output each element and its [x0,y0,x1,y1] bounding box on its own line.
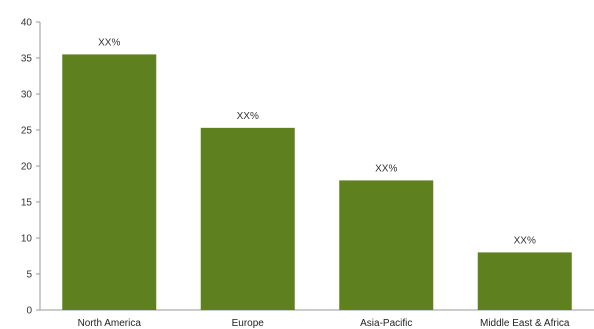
bars [62,54,572,311]
y-tick-label: 40 [21,18,33,29]
bar [200,127,295,310]
data-label: XX% [375,163,397,174]
bar [339,180,434,310]
y-tick-label: 15 [21,198,33,209]
bar [62,54,157,311]
category-labels: North America Europe Asia-Pacific Middle Ea… [78,318,570,329]
y-tick-label: 30 [21,90,33,101]
data-label: XX% [237,111,259,122]
y-axis-ticks: 0 5 10 15 20 25 30 35 40 [21,18,40,317]
category-label: Asia-Pacific [360,318,412,329]
category-label: North America [78,318,142,329]
y-tick-label: 20 [21,162,33,173]
bar [477,252,572,310]
y-tick-label: 10 [21,234,33,245]
data-labels: XX% XX% XX% XX% [98,37,536,246]
category-label: Europe [232,318,265,329]
y-tick-label: 0 [26,306,32,317]
data-label: XX% [514,235,536,246]
category-label: Middle East & Africa [480,318,570,329]
y-tick-label: 5 [26,270,32,281]
y-tick-label: 25 [21,126,33,137]
y-tick-label: 35 [21,54,33,65]
data-label: XX% [98,37,120,48]
